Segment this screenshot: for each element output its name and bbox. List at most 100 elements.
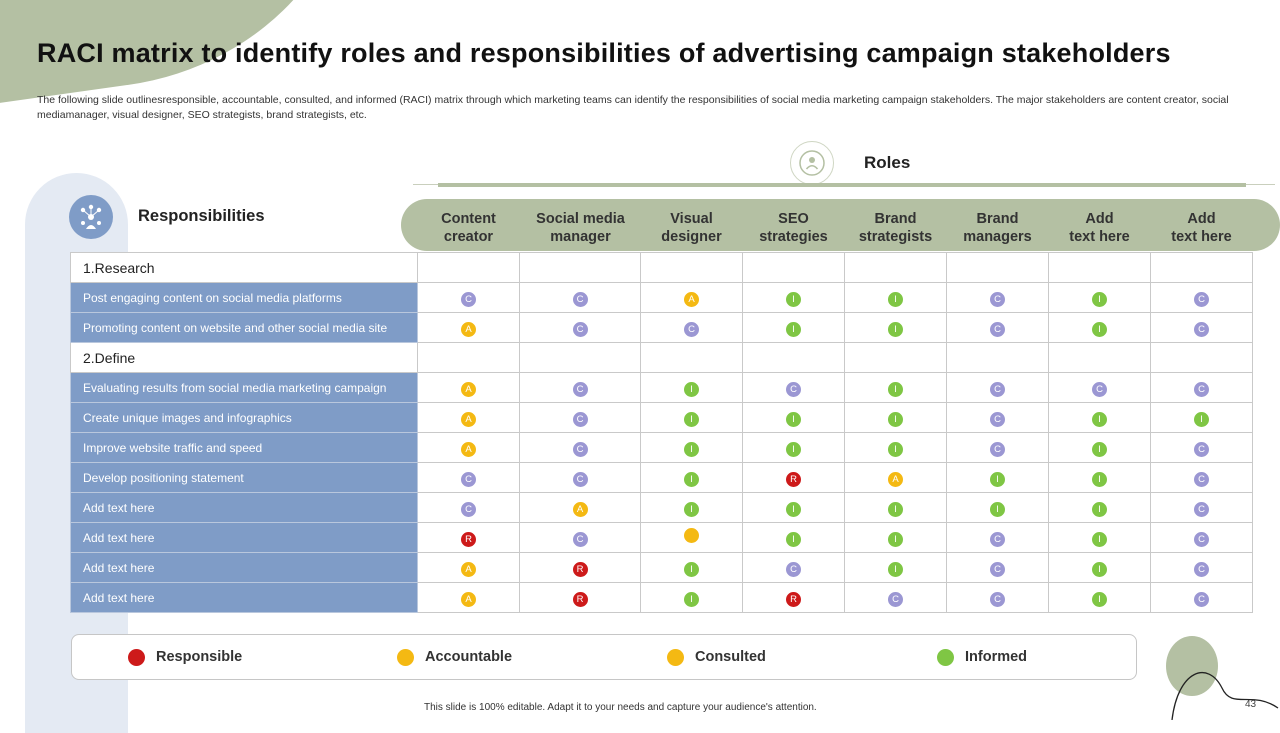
raci-cell: C	[1150, 282, 1253, 313]
raci-cell: I	[1048, 402, 1151, 433]
raci-cell: I	[1048, 282, 1151, 313]
raci-dot-consulted: C	[990, 531, 1005, 547]
raci-dot-consulted: C	[990, 591, 1005, 607]
raci-dot-consulted: C	[990, 411, 1005, 427]
raci-cell: I	[1048, 432, 1151, 463]
legend-dot-consulted	[667, 648, 684, 666]
raci-dot-consulted: C	[1194, 561, 1209, 577]
raci-cell: I	[844, 372, 947, 403]
raci-cell: I	[1048, 552, 1151, 583]
raci-cell: C	[519, 462, 641, 493]
raci-cell: C	[946, 432, 1049, 463]
raci-dot-informed: I	[786, 291, 801, 307]
raci-cell: I	[742, 492, 845, 523]
legend-responsible: Responsible	[128, 635, 242, 679]
raci-cell: I	[946, 462, 1049, 493]
raci-dot-informed: I	[684, 441, 699, 457]
raci-dot-responsible: R	[786, 591, 801, 607]
raci-dot-informed: I	[888, 381, 903, 397]
page-number: 43	[1245, 699, 1257, 710]
raci-dot-accountable: A	[461, 441, 476, 457]
table-row: Improve website traffic and speed A C I I I C I…	[70, 432, 1253, 463]
responsibility-label: Add text here	[70, 522, 418, 553]
raci-dot-informed: I	[1194, 411, 1209, 427]
raci-dot-informed: I	[888, 411, 903, 427]
table-row: Add text here C A I I I I I C	[70, 492, 1253, 523]
raci-dot-consulted: C	[888, 591, 903, 607]
raci-cell: I	[844, 282, 947, 313]
raci-dot-accountable: A	[888, 471, 903, 487]
raci-dot-informed: I	[1092, 591, 1107, 607]
raci-cell: C	[1150, 492, 1253, 523]
role-header-seo-strategies: SEO strategies	[759, 211, 828, 245]
raci-dot-accountable: A	[461, 411, 476, 427]
raci-cell: A	[519, 492, 641, 523]
raci-dot-informed: I	[1092, 531, 1107, 547]
raci-cell: A	[640, 282, 743, 313]
raci-cell: C	[946, 582, 1049, 613]
roles-header-bar	[401, 199, 1280, 251]
raci-dot-informed: I	[888, 531, 903, 547]
raci-cell: I	[742, 402, 845, 433]
raci-cell: R	[742, 582, 845, 613]
role-header-content-creator: Content creator	[441, 211, 496, 245]
raci-cell: C	[1150, 552, 1253, 583]
raci-dot-consulted: C	[572, 321, 588, 337]
raci-cell	[519, 252, 641, 283]
raci-cell: I	[1048, 522, 1151, 553]
raci-dot-consulted: C	[1092, 381, 1107, 397]
raci-cell: I	[1048, 492, 1151, 523]
raci-dot-informed: I	[684, 381, 699, 397]
raci-cell: R	[519, 552, 641, 583]
legend-informed: Informed	[937, 635, 1027, 679]
table-row: Develop positioning statement C C I R A I I C	[70, 462, 1253, 493]
raci-dot-informed: I	[1092, 441, 1107, 457]
raci-dot-consulted: C	[786, 561, 801, 577]
raci-dot-responsible: R	[786, 471, 801, 487]
raci-dot-consulted: C	[1194, 591, 1209, 607]
table-row: Promoting content on website and other s…	[70, 312, 1253, 343]
raci-cell	[946, 252, 1049, 283]
decorative-blob-bottom-right	[1166, 636, 1218, 696]
section-row: 2.Define	[70, 342, 1253, 373]
role-header-social-media-manager: Social media manager	[536, 211, 625, 245]
raci-dot-consulted: C	[1194, 381, 1209, 397]
raci-dot-accountable: A	[461, 321, 476, 337]
raci-cell: A	[844, 462, 947, 493]
raci-dot-informed: I	[786, 411, 801, 427]
table-row: Evaluating results from social media mar…	[70, 372, 1253, 403]
raci-cell	[417, 252, 520, 283]
legend-dot-responsible	[128, 648, 145, 666]
raci-cell: C	[519, 282, 641, 313]
raci-dot-informed: I	[684, 501, 699, 517]
raci-cell: I	[844, 432, 947, 463]
raci-cell: I	[844, 552, 947, 583]
raci-cell: I	[640, 402, 743, 433]
raci-dot-informed: I	[888, 291, 903, 307]
raci-dot-consulted: C	[990, 291, 1005, 307]
raci-dot-informed: I	[888, 321, 903, 337]
section-label: 2.Define	[70, 342, 418, 373]
raci-cell	[1150, 342, 1253, 373]
raci-dot-consulted: C	[572, 441, 588, 457]
raci-dot-informed: I	[888, 441, 903, 457]
raci-dot-consulted: C	[1194, 471, 1209, 487]
raci-dot-informed: I	[1092, 411, 1107, 427]
raci-dot-consulted: C	[1194, 291, 1209, 307]
raci-cell: R	[519, 582, 641, 613]
raci-dot-informed: I	[1092, 561, 1107, 577]
raci-dot-consulted: C	[990, 441, 1005, 457]
raci-cell: C	[1048, 372, 1151, 403]
raci-cell: A	[417, 402, 520, 433]
raci-cell	[946, 342, 1049, 373]
raci-cell: C	[1150, 312, 1253, 343]
responsibility-label: Develop positioning statement	[70, 462, 418, 493]
raci-cell: C	[519, 312, 641, 343]
raci-cell: R	[742, 462, 845, 493]
raci-cell	[1150, 252, 1253, 283]
raci-dot-informed: I	[888, 561, 903, 577]
raci-dot-informed: I	[1092, 471, 1107, 487]
section-row: 1.Research	[70, 252, 1253, 283]
role-header-brand-managers: Brand managers	[963, 211, 1032, 245]
raci-dot-consulted: C	[1194, 501, 1209, 517]
